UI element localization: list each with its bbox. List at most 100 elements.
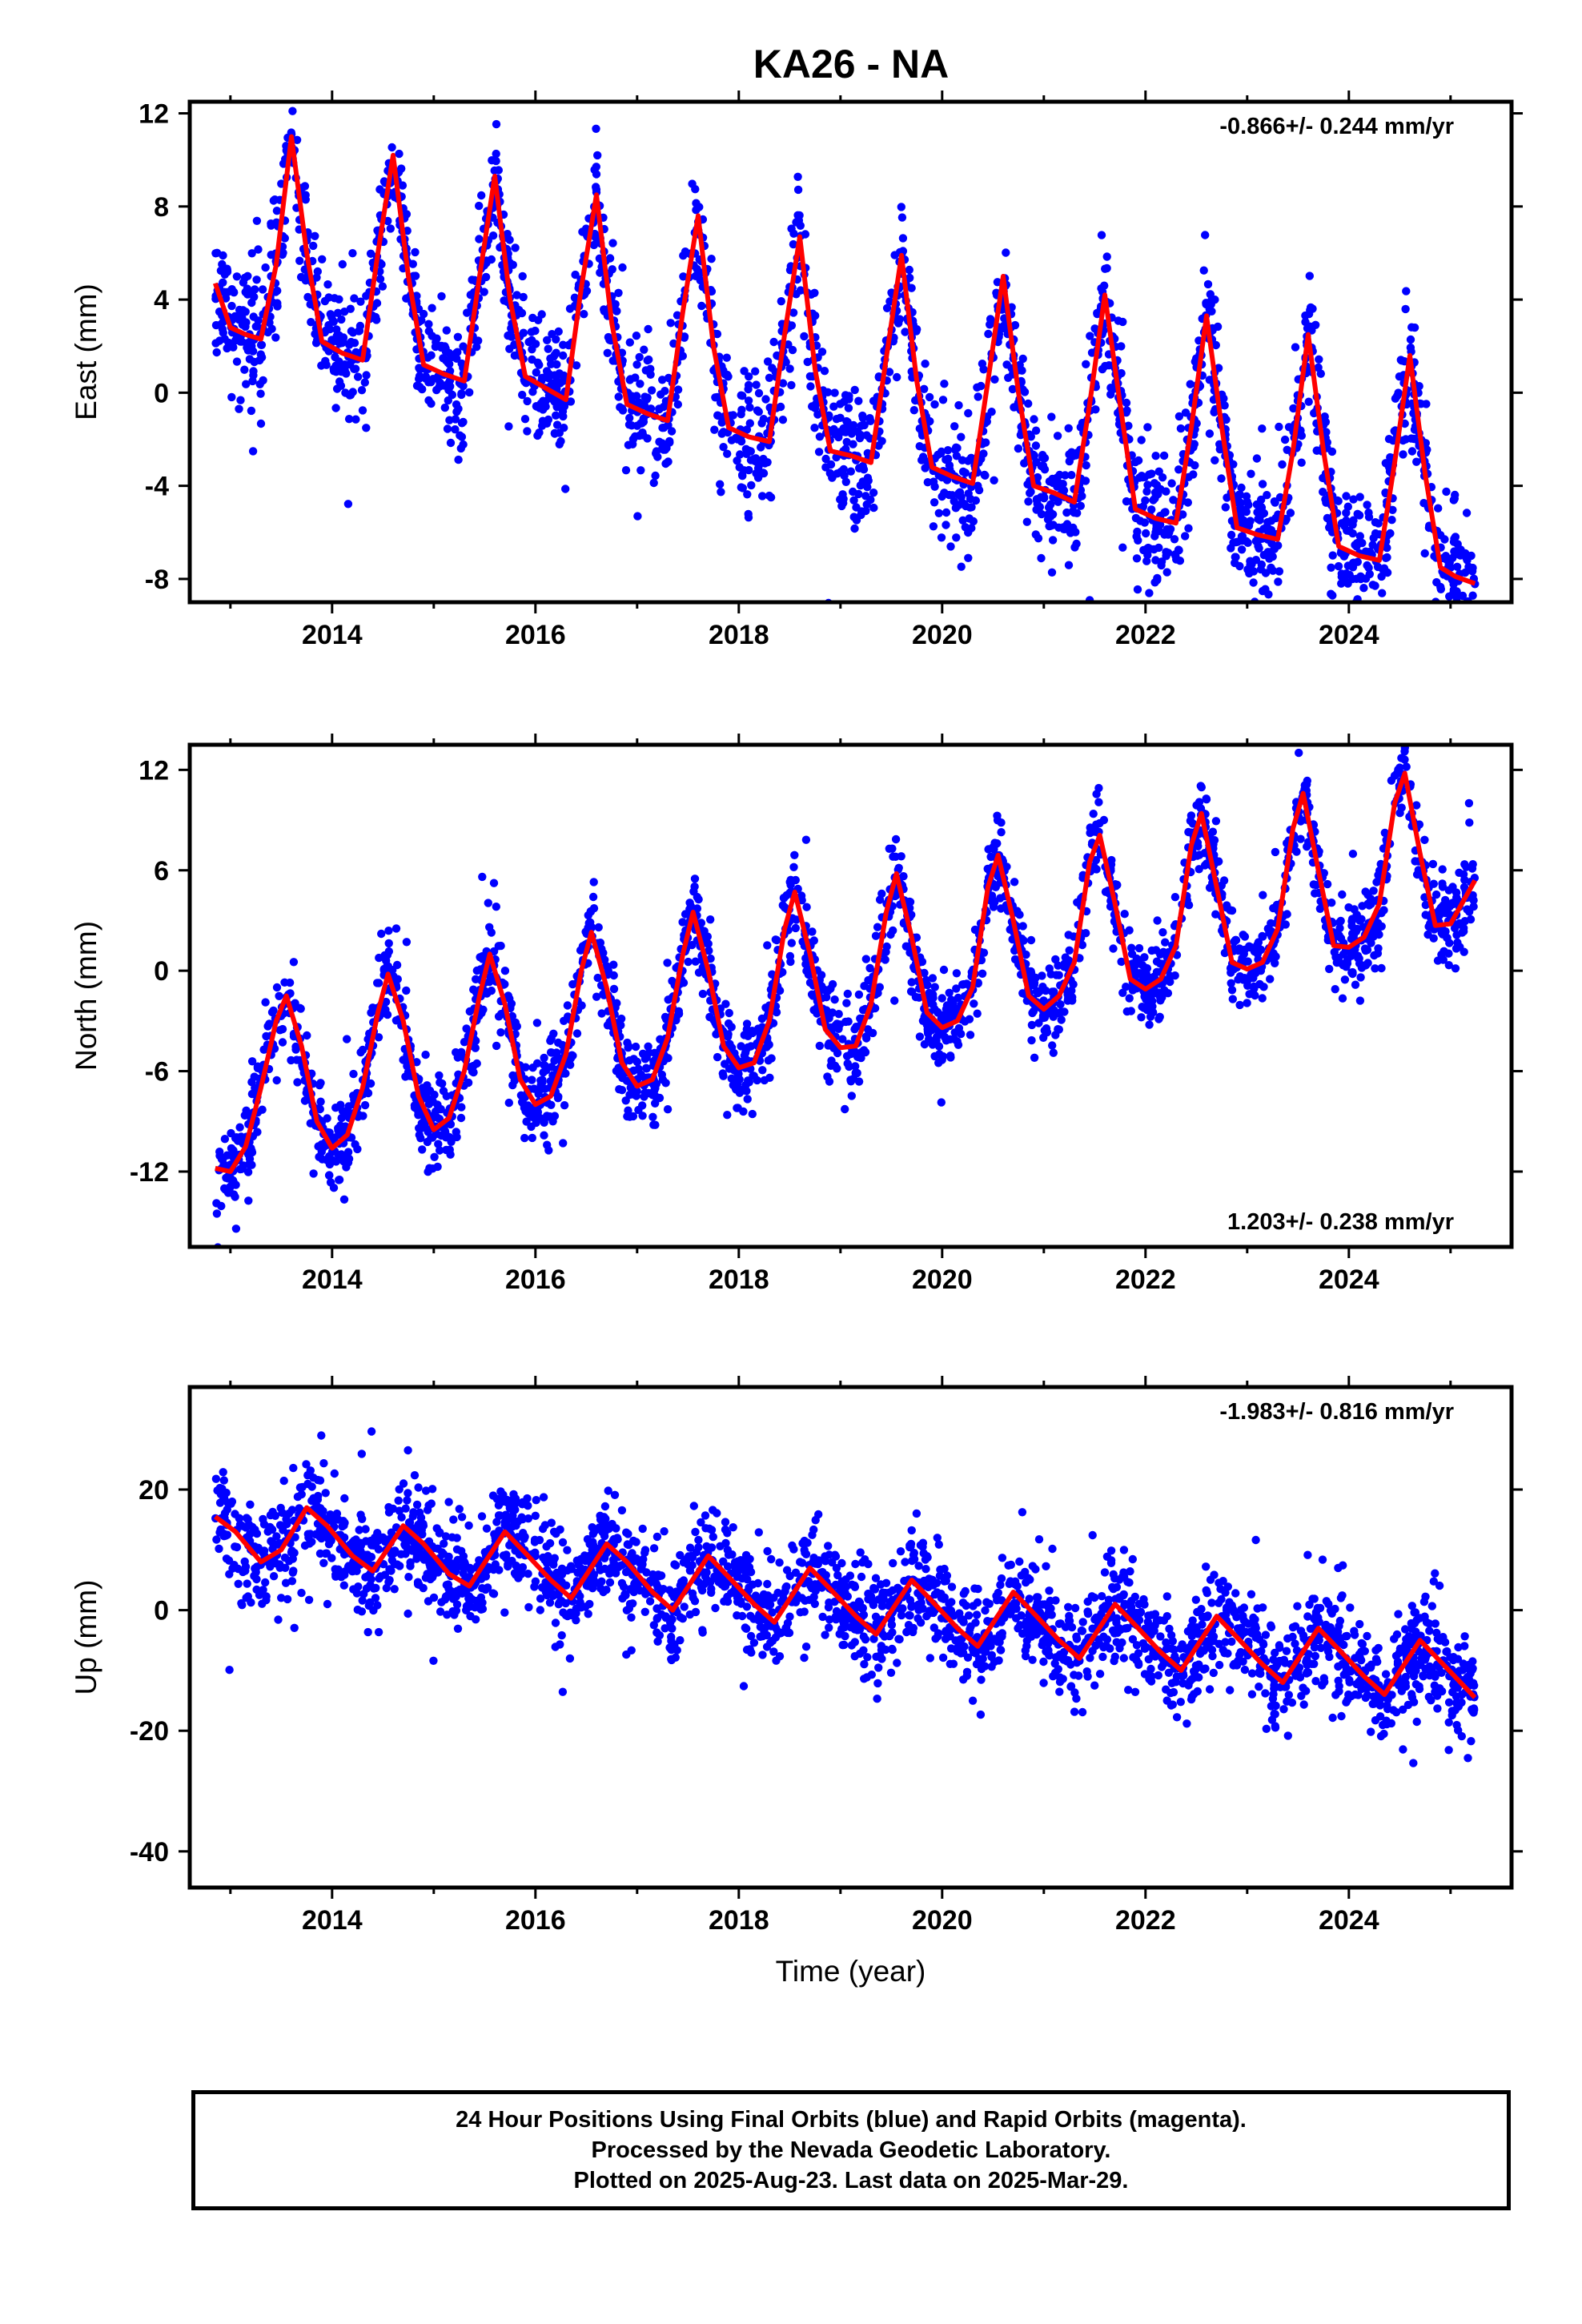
data-point [1252, 500, 1262, 509]
data-point [954, 1023, 964, 1033]
data-point [957, 432, 966, 441]
data-point [245, 1155, 255, 1164]
data-point [1250, 984, 1259, 993]
data-point [1377, 572, 1386, 581]
data-point [752, 380, 761, 389]
data-point [329, 317, 338, 326]
data-point [427, 377, 436, 387]
data-point [944, 454, 953, 464]
data-point [1319, 488, 1327, 497]
data-point [254, 245, 263, 254]
data-point [719, 443, 728, 452]
data-point [952, 969, 962, 978]
data-point [247, 406, 256, 416]
data-point [593, 151, 602, 160]
data-point [374, 1033, 383, 1042]
data-point [1235, 498, 1244, 507]
data-point [1151, 452, 1160, 460]
data-point [1365, 569, 1375, 579]
data-point [1468, 665, 1476, 673]
data-point [673, 311, 682, 320]
data-point [871, 931, 881, 940]
data-point [745, 403, 754, 412]
data-point [546, 1048, 556, 1057]
data-point [636, 466, 645, 475]
data-point [1089, 810, 1098, 818]
data-point [1355, 996, 1365, 1005]
data-point [1205, 304, 1215, 314]
data-point [356, 297, 365, 306]
data-point [802, 903, 811, 911]
data-point [1356, 973, 1365, 982]
data-point [250, 1072, 259, 1081]
x-tick-label: 2014 [302, 620, 363, 650]
data-point [351, 364, 360, 373]
data-point [1460, 860, 1469, 869]
data-point [335, 1176, 343, 1184]
data-point [1246, 560, 1255, 569]
data-point [378, 282, 387, 291]
data-point [295, 256, 304, 265]
data-point [247, 249, 256, 258]
data-point [1199, 266, 1208, 275]
data-point [897, 213, 907, 222]
data-point [258, 1105, 267, 1114]
data-point [1223, 901, 1231, 910]
data-point [432, 1113, 442, 1122]
data-point [1280, 435, 1290, 444]
data-point [340, 360, 349, 369]
data-point [847, 1092, 857, 1100]
data-point [907, 978, 916, 987]
data-point [1388, 505, 1397, 514]
data-point [1145, 722, 1153, 730]
figure-title: KA26 - NA [753, 42, 949, 86]
data-point [227, 285, 236, 294]
data-point [1327, 899, 1336, 907]
data-point [1181, 408, 1191, 417]
data-point [453, 332, 463, 341]
data-point [326, 1178, 335, 1187]
data-point [589, 904, 599, 913]
data-point [631, 373, 640, 382]
data-point [416, 364, 424, 374]
data-point [522, 1117, 531, 1126]
data-point [256, 389, 265, 398]
data-point [219, 278, 227, 287]
data-point [1029, 1007, 1038, 1016]
data-point [1174, 465, 1183, 474]
data-point [1237, 483, 1246, 493]
data-point [821, 454, 830, 464]
data-point [516, 1091, 526, 1100]
data-point [1243, 981, 1252, 991]
data-point [519, 328, 528, 337]
data-point [865, 414, 874, 423]
data-point [489, 879, 499, 887]
data-point [836, 400, 845, 408]
data-point [1065, 956, 1074, 965]
data-point [556, 436, 565, 446]
data-point [411, 247, 420, 257]
data-point [1202, 299, 1211, 308]
data-point [801, 230, 810, 239]
data-point [1161, 508, 1170, 517]
data-point [1227, 530, 1236, 540]
data-point [838, 1035, 847, 1043]
data-point [886, 930, 895, 939]
data-point [789, 239, 798, 249]
data-point [934, 509, 944, 517]
data-point [1142, 557, 1151, 565]
data-point [765, 373, 774, 382]
data-point [785, 878, 794, 887]
data-point [1270, 545, 1279, 553]
data-point [1335, 918, 1344, 927]
data-point [248, 447, 258, 456]
data-point [905, 265, 914, 275]
data-point [1133, 585, 1142, 594]
data-point [1048, 536, 1058, 545]
data-point [227, 392, 236, 402]
data-point [424, 320, 433, 328]
data-point [596, 939, 605, 947]
data-point [635, 352, 644, 362]
data-point [1026, 487, 1035, 497]
data-point [1369, 533, 1378, 543]
